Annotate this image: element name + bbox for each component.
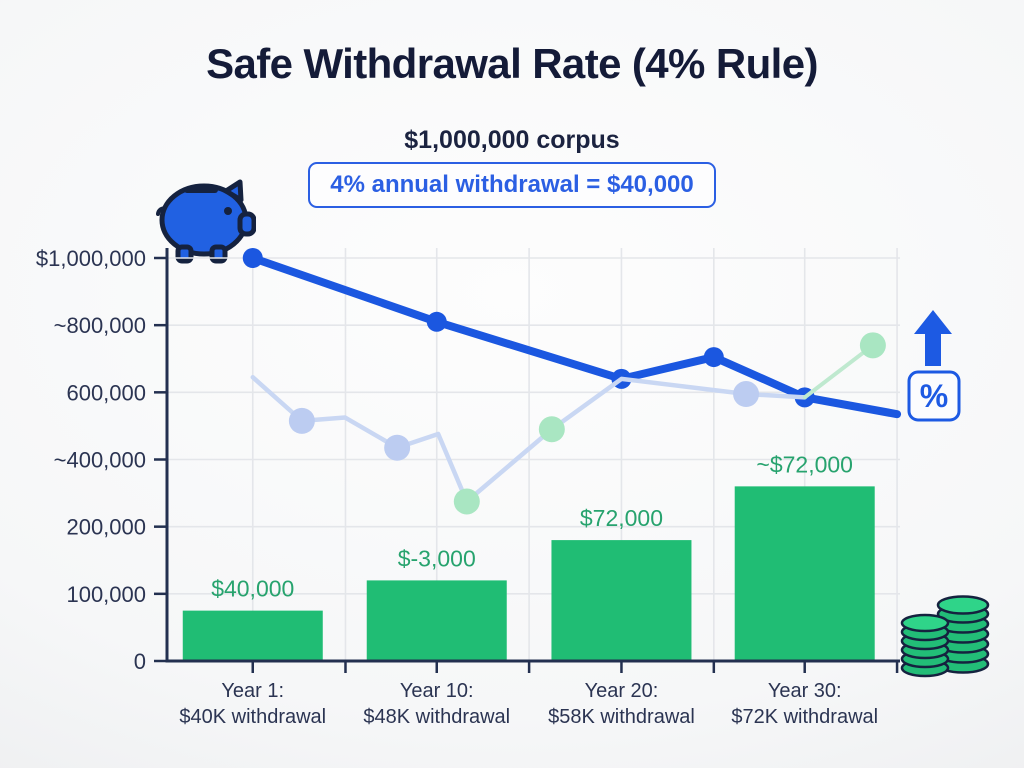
bar-value-label: ~$72,000 (756, 451, 853, 477)
x-category-label-line1: Year 30: (768, 680, 842, 702)
x-category-label-line1: Year 1: (221, 680, 284, 702)
piggy-bank-icon (156, 179, 256, 264)
withdrawal-bar (182, 610, 323, 661)
paleblue-data-point-dot (288, 407, 315, 434)
piggy-eye (224, 207, 232, 215)
palegreen-data-point-dot (538, 416, 565, 443)
x-category-label-line2: $72K withdrawal (731, 706, 878, 728)
blue-data-point-dot (703, 347, 724, 368)
x-category-label-line1: Year 10: (400, 680, 474, 702)
withdrawal-callout-badge: 4% annual withdrawal = $40,000 (308, 162, 716, 208)
paleblue-data-point-dot (384, 434, 411, 461)
recovery-faded-green-line (802, 343, 875, 400)
page-title: Safe Withdrawal Rate (4% Rule) (206, 40, 818, 87)
growth-arrow-icon (914, 310, 952, 366)
blue-data-point-dot (426, 311, 447, 332)
palegreen-data-point-dot (453, 488, 480, 515)
bar-value-label: $-3,000 (398, 545, 476, 571)
coin-stack-short (900, 613, 950, 678)
x-category-label-line1: Year 20: (585, 680, 659, 702)
withdrawal-bar (734, 486, 875, 661)
y-tick-label: 100,000 (66, 582, 146, 607)
percent-badge-label: % (920, 378, 948, 414)
coin-stacks-icon (900, 595, 990, 678)
coin-stack-tall (936, 595, 990, 674)
corpus-subtitle: $1,000,000 corpus (404, 126, 620, 154)
x-category-label-line2: $58K withdrawal (548, 706, 695, 728)
bar-value-label: $40,000 (211, 576, 294, 602)
x-category-label-line2: $48K withdrawal (363, 706, 510, 728)
piggy-ear (223, 179, 244, 203)
bar-value-label: $72,000 (580, 505, 663, 531)
piggy-snout (237, 211, 256, 237)
paleblue-data-point-dot (733, 381, 760, 408)
withdrawal-bar (366, 580, 507, 661)
palegreen-data-point-dot (859, 332, 886, 359)
withdrawal-bar (551, 540, 692, 661)
y-tick-label: ~800,000 (54, 313, 146, 338)
piggy-coin-slot (184, 187, 218, 193)
y-tick-label: 600,000 (66, 380, 146, 405)
market-volatility-faded-line (250, 374, 807, 504)
growth-arrow-percent-icon: % (907, 310, 961, 422)
blue-data-point-dot (242, 248, 263, 268)
percent-badge-icon (907, 370, 961, 422)
x-category-label-line2: $40K withdrawal (179, 706, 326, 728)
y-tick-label: $1,000,000 (36, 246, 146, 271)
y-tick-label: ~400,000 (54, 448, 146, 473)
y-tick-label: 0 (134, 649, 146, 674)
callout-wrapper: 4% annual withdrawal = $40,000 (0, 162, 1024, 208)
corpus-balance-line (248, 254, 902, 419)
y-tick-label: 200,000 (66, 515, 146, 540)
